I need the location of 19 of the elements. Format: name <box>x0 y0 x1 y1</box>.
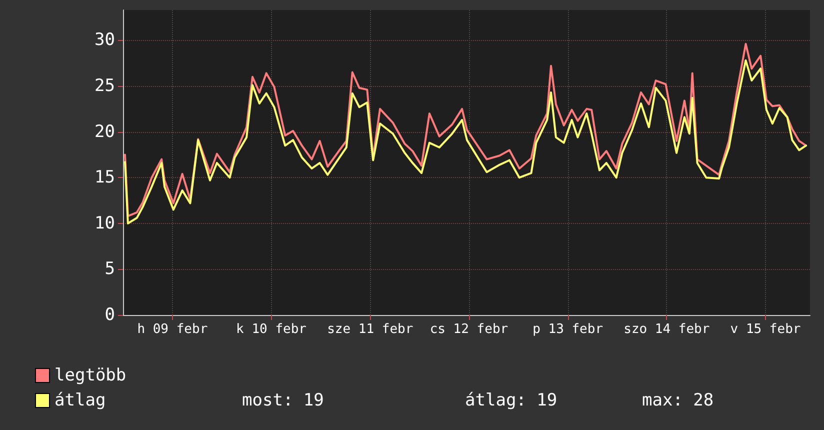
x-tick-label: cs 12 febr <box>430 322 508 337</box>
y-tick-label: 20 <box>94 122 115 142</box>
y-tick-label: 15 <box>94 168 115 188</box>
y-tick-label: 10 <box>94 213 115 234</box>
x-tick-label: szo 14 febr <box>624 322 710 337</box>
legend-label: legtöbb <box>54 366 126 386</box>
text: most: 19 <box>242 390 324 410</box>
text: átlag: 19 <box>465 390 558 410</box>
x-tick-label: p 13 febr <box>532 322 604 337</box>
y-tick-label: 25 <box>94 76 115 96</box>
text: max: 28 <box>642 390 714 410</box>
y-tick-label: 5 <box>104 259 115 280</box>
x-tick-label: h 09 febr <box>137 322 208 337</box>
legend-label: átlag <box>54 390 106 410</box>
x-tick-label: v 15 febr <box>730 322 801 337</box>
x-tick-label: k 10 febr <box>236 322 307 337</box>
y-tick-label: 30 <box>94 30 115 50</box>
y-tick-label: 0 <box>104 305 115 325</box>
x-tick-label: sze 11 febr <box>327 322 414 337</box>
